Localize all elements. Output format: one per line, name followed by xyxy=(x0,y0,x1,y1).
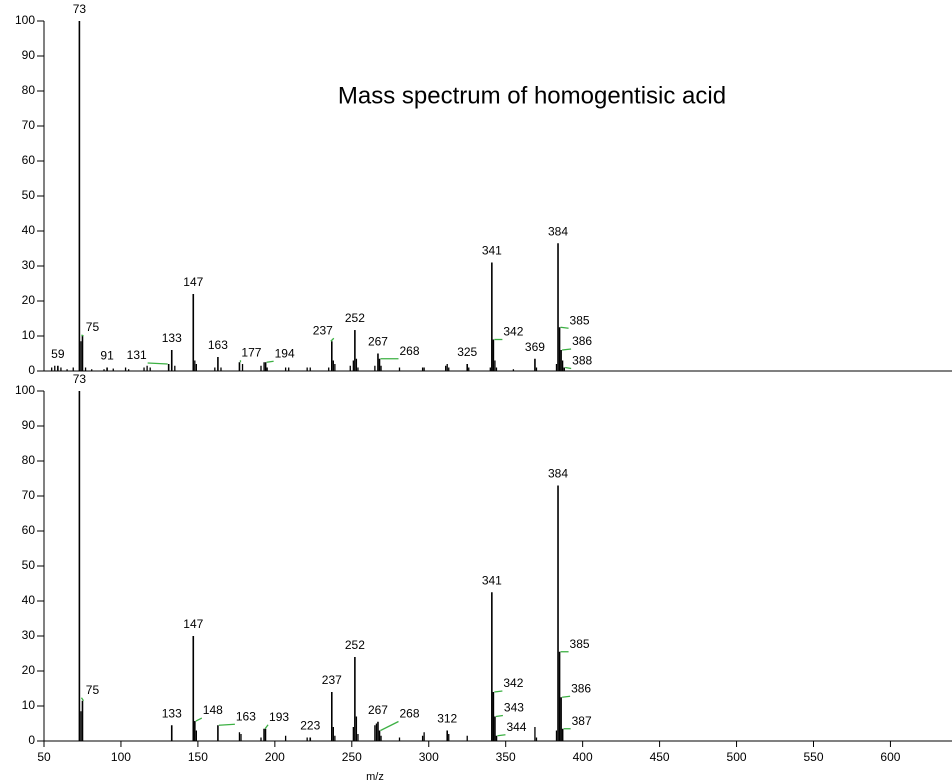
y-tick-label: 90 xyxy=(22,418,36,432)
y-tick-label: 90 xyxy=(22,48,36,62)
y-tick-label: 80 xyxy=(22,83,36,97)
peak-label: 73 xyxy=(73,2,87,16)
peak-label: 268 xyxy=(399,707,419,721)
peak-label: 163 xyxy=(208,338,228,352)
peak-label: 131 xyxy=(127,348,147,362)
peak-label: 325 xyxy=(457,345,477,359)
y-tick-label: 0 xyxy=(28,363,35,377)
y-tick-label: 70 xyxy=(22,488,36,502)
x-tick-label: 600 xyxy=(880,750,900,764)
y-tick-label: 50 xyxy=(22,188,36,202)
y-tick-label: 40 xyxy=(22,223,36,237)
peak-label: 237 xyxy=(313,323,333,337)
peak-label: 267 xyxy=(368,703,388,717)
x-tick-label: 150 xyxy=(188,750,208,764)
peak-label: 177 xyxy=(241,345,261,359)
peak-label: 341 xyxy=(482,573,502,587)
label-leader xyxy=(497,734,506,737)
x-tick-label: 100 xyxy=(111,750,131,764)
label-leader xyxy=(266,360,274,363)
peak-label: 147 xyxy=(183,617,203,631)
x-axis-label: m/z xyxy=(366,771,384,783)
peak-label: 343 xyxy=(504,701,524,715)
label-leader xyxy=(562,695,571,698)
y-tick-label: 10 xyxy=(22,698,36,712)
label-leader xyxy=(495,714,504,718)
peak-label: 385 xyxy=(570,637,590,651)
chart-title: Mass spectrum of homogentisic acid xyxy=(338,82,726,109)
label-leader xyxy=(330,337,335,342)
peak-label: 133 xyxy=(162,706,182,720)
peak-label: 133 xyxy=(162,331,182,345)
y-tick-label: 100 xyxy=(15,13,35,27)
y-tick-label: 80 xyxy=(22,453,36,467)
peak-label: 386 xyxy=(571,681,591,695)
peak-label: 75 xyxy=(86,683,100,697)
y-tick-label: 10 xyxy=(22,328,36,342)
y-tick-label: 60 xyxy=(22,523,36,537)
peak-label: 387 xyxy=(572,714,592,728)
peak-label: 194 xyxy=(275,346,295,360)
peak-label: 252 xyxy=(345,638,365,652)
x-tick-label: 50 xyxy=(37,750,51,764)
peak-label: 193 xyxy=(269,710,289,724)
label-leader xyxy=(218,723,235,726)
peak-label: 267 xyxy=(368,335,388,349)
peak-label: 386 xyxy=(572,334,592,348)
peak-label: 223 xyxy=(300,719,320,733)
label-leader xyxy=(380,720,399,732)
y-tick-label: 20 xyxy=(22,663,36,677)
x-tick-label: 500 xyxy=(727,750,747,764)
peak-label: 312 xyxy=(437,712,457,726)
peak-label: 59 xyxy=(51,347,65,361)
x-tick-label: 200 xyxy=(265,750,285,764)
peak-label: 73 xyxy=(73,372,87,386)
label-leader xyxy=(494,690,503,693)
peak-label: 388 xyxy=(572,354,592,368)
y-tick-label: 100 xyxy=(15,383,35,397)
label-leader xyxy=(562,348,572,351)
peak-label: 384 xyxy=(548,467,568,481)
peak-label: 237 xyxy=(322,673,342,687)
x-tick-label: 350 xyxy=(496,750,516,764)
y-tick-label: 0 xyxy=(28,733,35,747)
label-leader xyxy=(264,724,269,730)
y-tick-label: 70 xyxy=(22,118,36,132)
peak-label: 252 xyxy=(345,311,365,325)
peak-label: 369 xyxy=(525,340,545,354)
y-tick-label: 30 xyxy=(22,628,36,642)
peak-label: 163 xyxy=(236,709,256,723)
y-tick-label: 30 xyxy=(22,258,36,272)
label-leader xyxy=(565,366,572,370)
peak-label: 147 xyxy=(183,275,203,289)
peak-label: 344 xyxy=(506,720,526,734)
label-leader xyxy=(147,362,168,365)
peak-label: 385 xyxy=(570,313,590,327)
label-leader xyxy=(80,697,85,702)
y-tick-label: 50 xyxy=(22,558,36,572)
label-leader xyxy=(195,717,203,722)
x-tick-label: 450 xyxy=(650,750,670,764)
peak-label: 342 xyxy=(503,676,523,690)
peak-label: 148 xyxy=(203,703,223,717)
y-tick-label: 60 xyxy=(22,153,36,167)
label-leader xyxy=(560,326,569,329)
y-tick-label: 40 xyxy=(22,593,36,607)
x-tick-label: 400 xyxy=(573,750,593,764)
x-tick-label: 300 xyxy=(419,750,439,764)
peak-label: 91 xyxy=(100,349,114,363)
label-leader xyxy=(81,334,84,337)
y-tick-label: 20 xyxy=(22,293,36,307)
x-tick-label: 250 xyxy=(342,750,362,764)
x-tick-label: 550 xyxy=(803,750,823,764)
peak-label: 342 xyxy=(503,325,523,339)
peak-label: 75 xyxy=(86,320,100,334)
peak-label: 384 xyxy=(548,224,568,238)
peak-label: 268 xyxy=(399,344,419,358)
peak-label: 341 xyxy=(482,244,502,258)
